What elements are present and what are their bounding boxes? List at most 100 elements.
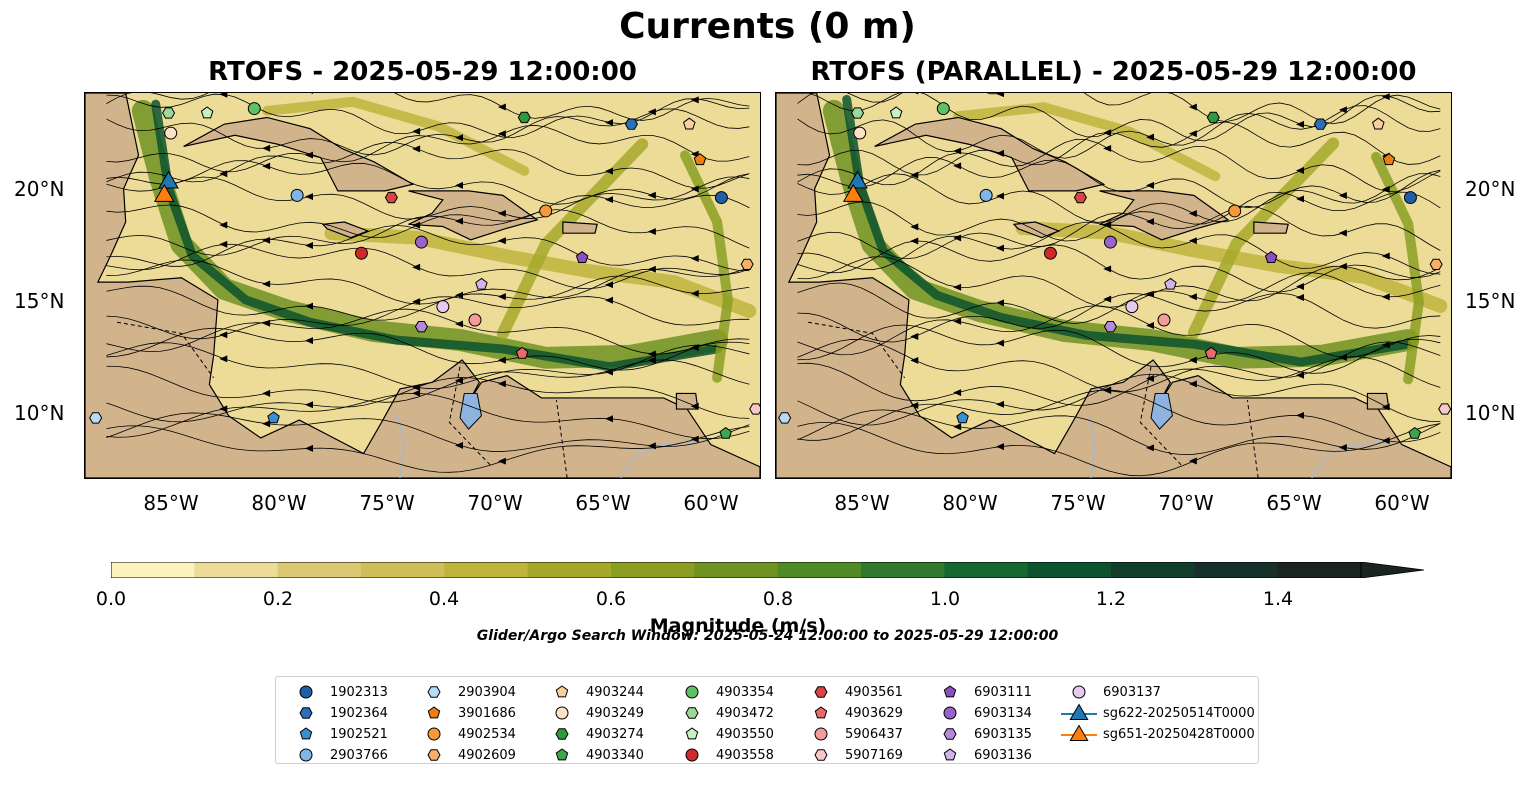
streamline — [106, 392, 750, 440]
platform-marker-6903134 — [414, 235, 428, 249]
streamline-arrow — [996, 299, 1004, 307]
streamline — [106, 327, 750, 371]
legend-label: 4903354 — [716, 685, 774, 700]
legend-label: 3901686 — [458, 706, 516, 721]
streamline-arrow — [910, 356, 919, 364]
legend-label: 4903274 — [586, 727, 644, 742]
country-border — [1139, 366, 1184, 468]
streamline-arrow — [953, 283, 962, 291]
legend-marker — [814, 749, 828, 761]
puerto-rico-land — [1253, 221, 1289, 234]
legend-marker — [427, 749, 441, 761]
left-map-title: RTOFS - 2025-05-29 12:00:00 — [208, 57, 637, 87]
platform-marker-6903111 — [575, 251, 589, 264]
legend-marker — [299, 685, 313, 699]
streamline-arrow — [497, 237, 506, 245]
streamline — [797, 221, 1441, 275]
right-lat-label-20n: 20°N — [1465, 177, 1516, 201]
platform-marker-4903249 — [164, 126, 178, 140]
right-lon-label-75w: 75°W — [1050, 491, 1106, 515]
streamline-arrow — [1296, 371, 1304, 379]
streamline — [106, 275, 750, 321]
streamline-arrow — [910, 237, 919, 245]
left-lat-label-20n: 20°N — [14, 177, 65, 201]
platform-marker-4902609 — [427, 749, 441, 761]
streamline — [797, 93, 1441, 125]
legend-marker — [1072, 685, 1086, 699]
streamline-arrow — [412, 263, 421, 271]
legend-label: 2903766 — [330, 748, 388, 763]
platform-marker-1902364 — [299, 707, 313, 719]
streamline-arrow — [455, 181, 463, 189]
streamline-arrow — [497, 130, 506, 138]
streamline-arrow — [690, 290, 699, 297]
legend-marker — [814, 706, 828, 719]
legend-label: sg622-20250514T0000 — [1103, 706, 1255, 721]
platform-marker-1902521 — [267, 411, 280, 424]
colorbar-segment — [194, 562, 279, 578]
streamline-arrow — [1188, 293, 1197, 301]
platform-marker-3901686 — [1382, 153, 1396, 166]
rtofs-map-panel[interactable] — [84, 92, 761, 479]
streamline-arrow — [305, 337, 313, 345]
streamline — [797, 339, 1441, 393]
platform-marker-4903550 — [685, 727, 699, 740]
platform-marker-4903274 — [555, 728, 569, 740]
colorbar — [111, 562, 1424, 578]
streamline-arrow — [1103, 144, 1112, 152]
platform-marker-1902313 — [299, 685, 313, 699]
platform-marker-4902534 — [539, 204, 553, 218]
legend-marker — [427, 727, 441, 741]
platform-markers — [778, 102, 1451, 439]
platform-marker-6903136 — [1164, 277, 1177, 290]
streamline-arrow — [1188, 356, 1197, 364]
streamline-arrow — [262, 280, 271, 288]
streamline-arrow — [497, 293, 506, 301]
streamline-arrow — [1381, 252, 1390, 260]
legend-marker — [1061, 703, 1097, 720]
platform-marker-4903472 — [161, 107, 176, 119]
legend-marker — [685, 748, 699, 762]
streamline-arrow — [219, 221, 228, 229]
legend-label: 1902313 — [330, 685, 388, 700]
streamline-arrow — [305, 444, 313, 452]
colorbar-tick-1-2: 1.2 — [1095, 588, 1127, 610]
streamline-arrow — [412, 221, 421, 229]
streamline-arrow — [910, 223, 919, 231]
current-band — [1015, 221, 1448, 313]
streamline-arrow — [647, 442, 656, 450]
river — [1311, 441, 1387, 478]
platform-marker-1902313 — [1403, 191, 1417, 205]
platform-marker-6903136 — [475, 277, 488, 290]
streamline — [106, 194, 750, 239]
left-lon-label-60w: 60°W — [683, 491, 739, 515]
streamline-arrow — [910, 402, 919, 409]
rtofs-parallel-map-panel[interactable] — [775, 92, 1452, 479]
streamline — [106, 296, 750, 340]
right-lat-label-10n: 10°N — [1465, 401, 1516, 425]
streamline-arrow — [1146, 218, 1154, 226]
platform-marker-4903340 — [719, 426, 732, 439]
streamline — [106, 93, 750, 121]
streamline-arrow — [605, 415, 613, 423]
streamline-arrow — [1296, 294, 1304, 302]
streamline-arrow — [455, 320, 463, 328]
colorbar-tick-0-0: 0.0 — [95, 588, 127, 610]
streamline — [797, 121, 1441, 176]
legend-label: 4903244 — [586, 685, 644, 700]
legend-label: 2903904 — [458, 685, 516, 700]
colorbar-segment — [1027, 562, 1112, 578]
river — [1088, 415, 1097, 478]
streamline-arrow — [605, 167, 613, 175]
legend-label: 4903472 — [716, 706, 774, 721]
current-band — [680, 150, 733, 383]
streamline-arrow — [305, 242, 313, 250]
streamline-arrow — [262, 389, 271, 397]
streamline-arrow — [1103, 265, 1112, 273]
streamline-arrow — [690, 255, 699, 262]
streamline — [106, 359, 750, 403]
platform-marker-4903561 — [384, 191, 398, 204]
streamline-arrow — [915, 93, 919, 95]
platform-marker-sg651-20250428T0000 — [1069, 724, 1089, 741]
lake-maracaibo — [459, 392, 482, 430]
